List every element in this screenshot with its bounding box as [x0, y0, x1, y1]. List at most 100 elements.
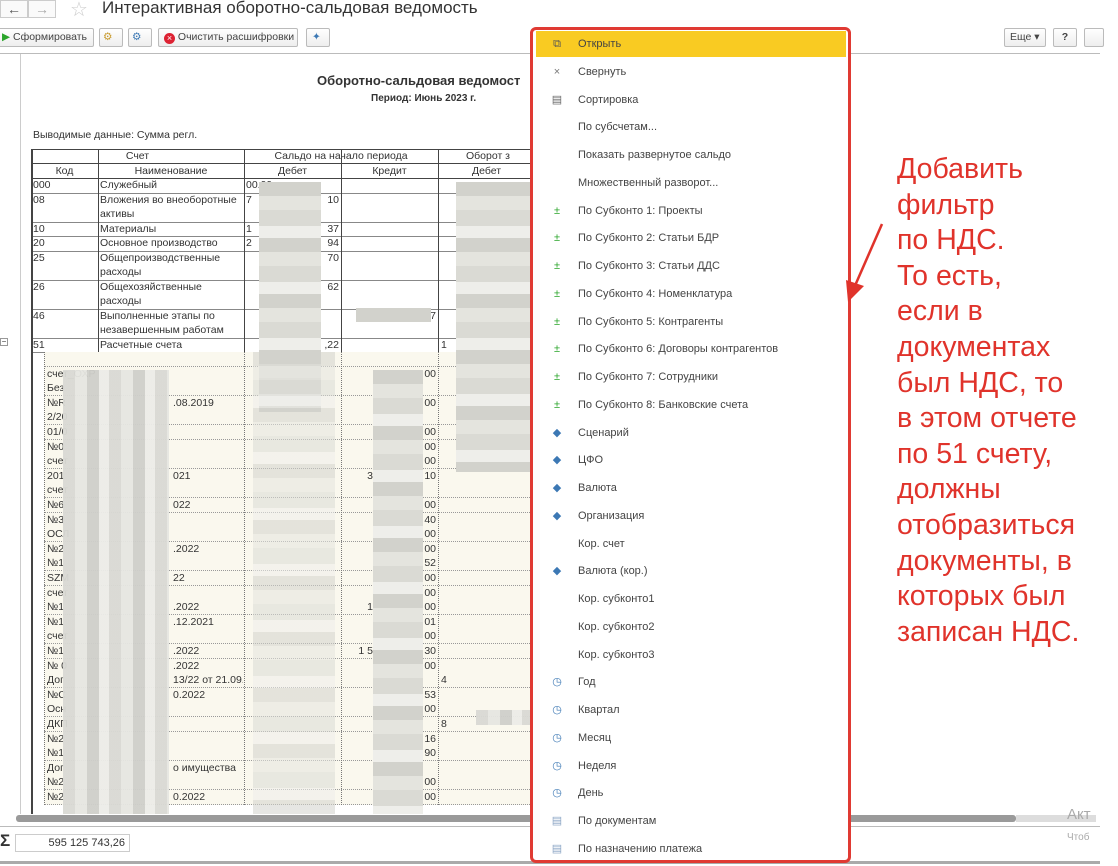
report-settings-button[interactable]: ⚙ — [128, 28, 152, 47]
menu-item[interactable]: ◆ Валюта (кор.) — [536, 558, 846, 584]
menu-item-label: Валюта (кор.) — [578, 565, 648, 578]
add-grouping-icon: ± — [553, 315, 561, 328]
detail-name-end: 13/22 от 21.09. — [173, 674, 243, 687]
menu-item[interactable]: Кор. субконто2 — [536, 614, 846, 640]
opening-debit-end: 37 — [327, 222, 339, 235]
menu-item-label: По Субконто 2: Статьи БДР — [578, 232, 720, 245]
open-icon: ⧉ — [553, 38, 561, 50]
detail-name-start: 201 — [47, 469, 65, 482]
report-spreadsheet[interactable]: Оборотно-сальдовая ведомост Период: Июнь… — [20, 54, 532, 814]
menu-item[interactable]: ▤ По назначению платежа — [536, 836, 846, 860]
menu-item[interactable]: ◆ Сценарий — [536, 420, 846, 446]
menu-item-label: По Субконто 8: Банковские счета — [578, 398, 749, 411]
menu-item[interactable]: ± По Субконто 5: Контрагенты — [536, 309, 846, 335]
detail-credit-end: 52 — [424, 557, 436, 570]
hint-button[interactable]: ✦ — [306, 28, 330, 47]
dimension-icon: ◆ — [552, 426, 562, 439]
menu-item[interactable]: ◷ Неделя — [536, 753, 846, 779]
clear-button[interactable]: × Очистить расшифровки — [158, 28, 298, 47]
menu-item[interactable]: ± По Субконто 4: Номенклатура — [536, 281, 846, 307]
menu-item[interactable]: ◆ Организация — [536, 503, 846, 529]
detail-name-start: ДКП — [47, 718, 68, 730]
menu-item[interactable]: ± По Субконто 8: Банковские счета — [536, 392, 846, 418]
menu-item[interactable]: Множественный разворот... — [536, 170, 846, 196]
document-icon: ▤ — [551, 815, 563, 827]
menu-item-label: Сценарий — [578, 426, 629, 439]
menu-item[interactable]: × Свернуть — [536, 59, 846, 85]
annotation-line: записан НДС. — [897, 615, 1080, 648]
menu-item[interactable]: ▤ Сортировка — [536, 87, 846, 113]
turnover-debit: 1 — [441, 338, 447, 351]
extra-button[interactable] — [1084, 28, 1104, 47]
document-icon: ▤ — [551, 842, 563, 855]
detail-credit-end: 00 — [424, 367, 436, 380]
menu-item[interactable]: ◷ День — [536, 780, 846, 806]
menu-item-label: Открыть — [578, 38, 622, 50]
dimension-icon: ◆ — [552, 509, 562, 522]
menu-item[interactable]: ± По Субконто 3: Статьи ДДС — [536, 253, 846, 279]
detail-name-end: о имущества — [173, 761, 236, 774]
menu-item[interactable]: ◷ Год — [536, 669, 846, 695]
menu-item[interactable]: Показать развернутое сальдо — [536, 142, 846, 168]
menu-item-label: Кор. субконто3 — [578, 648, 655, 661]
detail-name-start: 01/0 — [47, 426, 68, 438]
clock-icon: ◷ — [552, 704, 562, 716]
account-name: Основное производство — [100, 237, 218, 249]
clear-label: Очистить расшифровки — [177, 31, 295, 43]
detail-name-end: .2022 — [173, 645, 200, 657]
clock-icon: ◷ — [552, 731, 562, 744]
annotation-line: был НДС, то — [897, 366, 1064, 399]
annotation-line: если в — [897, 295, 983, 328]
sum-field[interactable]: 595 125 743,26 — [15, 834, 130, 852]
star-icon[interactable]: ☆ — [70, 0, 88, 21]
detail-name-end: .2022 — [173, 601, 200, 614]
menu-item[interactable]: Кор. счет — [536, 531, 846, 557]
account-name: Общехозяйственные расходы — [100, 280, 202, 307]
detail-name-start: №R — [47, 396, 66, 409]
menu-item[interactable]: ± По Субконто 2: Статьи БДР — [536, 225, 846, 251]
output-data-label: Выводимые данные: Сумма регл. — [33, 129, 198, 141]
dimension-icon: ◆ — [552, 482, 562, 494]
menu-item[interactable]: По субсчетам... — [536, 114, 846, 140]
horizontal-scrollbar[interactable] — [16, 815, 1016, 822]
menu-item[interactable]: ◆ Валюта — [536, 475, 846, 501]
redacted-detail-debit — [253, 352, 335, 814]
header-credit: Кредит — [372, 165, 407, 177]
more-button[interactable]: Еще ▾ — [1004, 28, 1046, 47]
forward-button[interactable]: → — [28, 0, 56, 18]
menu-item[interactable]: ± По Субконто 6: Договоры контрагентов — [536, 336, 846, 362]
opening-debit-end: 94 — [327, 237, 339, 249]
detail-credit-end: 00 — [424, 586, 436, 599]
detail-credit-end: 00 — [424, 703, 436, 716]
add-grouping-icon: ± — [553, 398, 561, 411]
collapse-toggle[interactable]: − — [0, 337, 8, 346]
generate-button[interactable]: ▶ Сформировать — [0, 28, 94, 47]
detail-name-end: .2022 — [173, 659, 200, 672]
detail-credit-start: 1 — [367, 601, 373, 614]
detail-name-start: №0 — [47, 440, 65, 453]
annotation-line: по 51 счету, — [897, 437, 1053, 470]
menu-item[interactable]: ▤ По документам — [536, 808, 846, 834]
annotation-line: отобразиться — [897, 508, 1076, 541]
menu-item[interactable]: ± По Субконто 1: Проекты — [536, 198, 846, 224]
menu-item[interactable]: ◷ Месяц — [536, 725, 846, 751]
menu-item[interactable]: Кор. субконто3 — [536, 642, 846, 668]
back-button[interactable]: ← — [0, 0, 28, 18]
menu-item[interactable]: ◷ Квартал — [536, 697, 846, 723]
add-grouping-icon: ± — [553, 232, 561, 245]
annotation-line: которых был — [897, 580, 1066, 613]
menu-item[interactable]: ⧉ Открыть — [536, 31, 846, 57]
detail-name-start: №6 — [47, 499, 65, 511]
menu-item[interactable]: ◆ ЦФО — [536, 447, 846, 473]
account-name: Выполненные этапы по незавершенным работ… — [100, 309, 224, 336]
menu-item[interactable]: Кор. субконто1 — [536, 586, 846, 612]
account-name: Общепроизводственные расходы — [100, 251, 221, 278]
header-bottom-line — [31, 178, 532, 179]
help-button[interactable]: ? — [1053, 28, 1077, 47]
detail-name-start: №1 — [47, 601, 65, 614]
menu-item[interactable]: ± По Субконто 7: Сотрудники — [536, 364, 846, 390]
settings-folder-button[interactable]: ⚙ — [99, 28, 123, 47]
menu-item-label: По документам — [578, 815, 657, 827]
header-turnover-debit: Дебет — [471, 165, 502, 177]
menu-item-label: По субсчетам... — [578, 121, 658, 134]
